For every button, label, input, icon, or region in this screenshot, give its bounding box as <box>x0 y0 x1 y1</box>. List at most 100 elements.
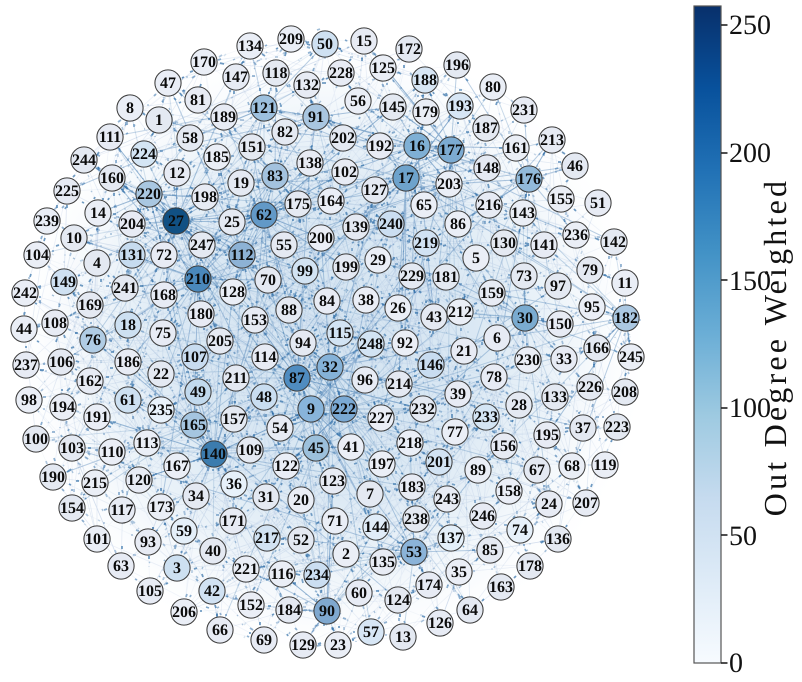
svg-text:231: 231 <box>512 102 536 119</box>
svg-text:154: 154 <box>60 500 84 517</box>
svg-text:173: 173 <box>149 499 173 516</box>
svg-text:158: 158 <box>497 483 521 500</box>
svg-text:123: 123 <box>321 473 345 490</box>
svg-text:217: 217 <box>255 530 279 547</box>
svg-text:114: 114 <box>253 349 276 366</box>
svg-text:18: 18 <box>120 317 136 334</box>
svg-text:131: 131 <box>120 247 144 264</box>
svg-text:12: 12 <box>169 165 185 182</box>
svg-text:46: 46 <box>567 158 583 175</box>
svg-text:147: 147 <box>224 69 248 86</box>
svg-text:35: 35 <box>451 564 467 581</box>
svg-text:214: 214 <box>387 376 411 393</box>
svg-text:140: 140 <box>202 446 226 463</box>
svg-text:149: 149 <box>52 274 76 291</box>
svg-text:179: 179 <box>414 104 438 121</box>
svg-text:250: 250 <box>729 10 771 41</box>
svg-text:229: 229 <box>400 268 424 285</box>
svg-text:5: 5 <box>472 250 480 267</box>
svg-text:235: 235 <box>149 402 173 419</box>
svg-text:222: 222 <box>332 401 356 418</box>
svg-text:118: 118 <box>264 65 287 82</box>
svg-text:16: 16 <box>409 138 425 155</box>
svg-text:17: 17 <box>398 170 414 187</box>
svg-text:95: 95 <box>584 299 600 316</box>
svg-text:215: 215 <box>83 475 107 492</box>
svg-text:153: 153 <box>243 312 267 329</box>
svg-text:166: 166 <box>585 340 609 357</box>
svg-text:143: 143 <box>511 205 535 222</box>
svg-text:185: 185 <box>205 149 229 166</box>
svg-text:163: 163 <box>489 579 513 596</box>
svg-text:224: 224 <box>132 146 156 163</box>
svg-text:152: 152 <box>239 597 263 614</box>
svg-text:31: 31 <box>258 489 274 506</box>
svg-text:59: 59 <box>176 523 192 540</box>
svg-text:21: 21 <box>456 343 472 360</box>
svg-text:199: 199 <box>334 259 358 276</box>
svg-text:64: 64 <box>462 602 478 619</box>
svg-text:165: 165 <box>182 417 206 434</box>
svg-text:212: 212 <box>448 304 472 321</box>
svg-text:96: 96 <box>357 372 373 389</box>
svg-text:206: 206 <box>172 604 196 621</box>
svg-text:155: 155 <box>549 191 573 208</box>
svg-text:208: 208 <box>613 384 637 401</box>
svg-text:202: 202 <box>331 130 355 147</box>
svg-text:101: 101 <box>85 531 109 548</box>
svg-text:39: 39 <box>450 386 466 403</box>
svg-text:15: 15 <box>356 33 372 50</box>
svg-text:190: 190 <box>41 469 65 486</box>
svg-text:40: 40 <box>205 543 221 560</box>
svg-text:141: 141 <box>532 237 556 254</box>
svg-text:88: 88 <box>281 302 297 319</box>
svg-text:83: 83 <box>267 168 283 185</box>
svg-text:68: 68 <box>564 458 580 475</box>
svg-text:8: 8 <box>126 100 134 117</box>
svg-text:99: 99 <box>297 263 313 280</box>
svg-text:111: 111 <box>99 129 121 146</box>
svg-text:216: 216 <box>477 197 501 214</box>
svg-text:239: 239 <box>35 213 59 230</box>
svg-text:63: 63 <box>113 558 129 575</box>
svg-text:75: 75 <box>155 325 171 342</box>
svg-text:151: 151 <box>240 139 264 156</box>
svg-text:62: 62 <box>256 207 272 224</box>
svg-text:234: 234 <box>305 567 329 584</box>
svg-text:65: 65 <box>416 197 432 214</box>
svg-text:248: 248 <box>359 336 383 353</box>
svg-text:200: 200 <box>309 230 333 247</box>
svg-text:50: 50 <box>317 36 333 53</box>
svg-text:100: 100 <box>729 393 771 424</box>
svg-text:82: 82 <box>277 124 293 141</box>
svg-text:78: 78 <box>486 369 502 386</box>
svg-text:138: 138 <box>298 155 322 172</box>
svg-text:70: 70 <box>260 272 276 289</box>
svg-text:107: 107 <box>183 349 207 366</box>
svg-text:48: 48 <box>256 389 272 406</box>
svg-text:220: 220 <box>137 186 161 203</box>
svg-text:61: 61 <box>120 392 136 409</box>
svg-text:19: 19 <box>233 175 249 192</box>
svg-text:201: 201 <box>427 454 451 471</box>
svg-text:97: 97 <box>550 278 566 295</box>
svg-text:81: 81 <box>190 92 206 109</box>
svg-text:181: 181 <box>434 269 458 286</box>
svg-text:80: 80 <box>485 79 501 96</box>
svg-text:91: 91 <box>308 109 324 126</box>
svg-text:145: 145 <box>381 99 405 116</box>
svg-text:187: 187 <box>474 120 498 137</box>
svg-text:7: 7 <box>366 486 374 503</box>
svg-text:225: 225 <box>55 183 79 200</box>
svg-text:146: 146 <box>419 357 443 374</box>
svg-text:148: 148 <box>475 160 499 177</box>
svg-text:207: 207 <box>574 495 598 512</box>
svg-text:210: 210 <box>186 271 210 288</box>
svg-text:115: 115 <box>328 325 351 342</box>
svg-text:232: 232 <box>411 401 435 418</box>
svg-text:121: 121 <box>252 100 276 117</box>
svg-text:34: 34 <box>188 488 204 505</box>
svg-text:169: 169 <box>78 297 102 314</box>
svg-text:132: 132 <box>295 77 319 94</box>
svg-text:180: 180 <box>189 306 213 323</box>
